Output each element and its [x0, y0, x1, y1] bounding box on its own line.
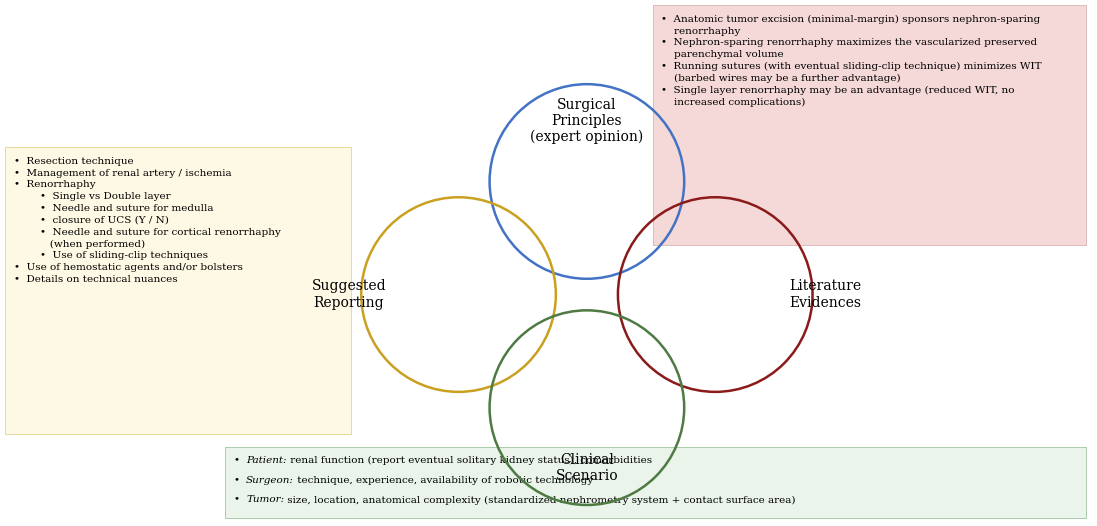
- FancyBboxPatch shape: [5, 147, 351, 434]
- FancyBboxPatch shape: [225, 447, 1086, 518]
- Text: Tumor:: Tumor:: [246, 495, 284, 504]
- Text: •: •: [234, 476, 246, 484]
- Text: •: •: [234, 495, 246, 504]
- Text: Literature
Evidences: Literature Evidences: [789, 279, 861, 310]
- FancyBboxPatch shape: [653, 5, 1086, 245]
- Text: •  Resection technique
•  Management of renal artery / ischemia
•  Renorrhaphy
 : • Resection technique • Management of re…: [14, 157, 281, 284]
- Text: Patient:: Patient:: [246, 456, 286, 464]
- Text: •: •: [234, 456, 246, 464]
- Text: Surgeon:: Surgeon:: [246, 476, 294, 484]
- Text: size, location, anatomical complexity (standardized nephrometry system + contact: size, location, anatomical complexity (s…: [284, 495, 795, 504]
- Text: •  Anatomic tumor excision (minimal-margin) sponsors nephron-sparing
    renorrh: • Anatomic tumor excision (minimal-margi…: [661, 15, 1042, 107]
- Text: Surgical
Principles
(expert opinion): Surgical Principles (expert opinion): [530, 97, 644, 145]
- Text: renal function (report eventual solitary kidney status), comorbidities: renal function (report eventual solitary…: [286, 456, 652, 464]
- Text: technique, experience, availability of robotic technology: technique, experience, availability of r…: [294, 476, 593, 484]
- Text: Suggested
Reporting: Suggested Reporting: [312, 279, 386, 310]
- Text: Clinical
Scenario: Clinical Scenario: [555, 453, 619, 483]
